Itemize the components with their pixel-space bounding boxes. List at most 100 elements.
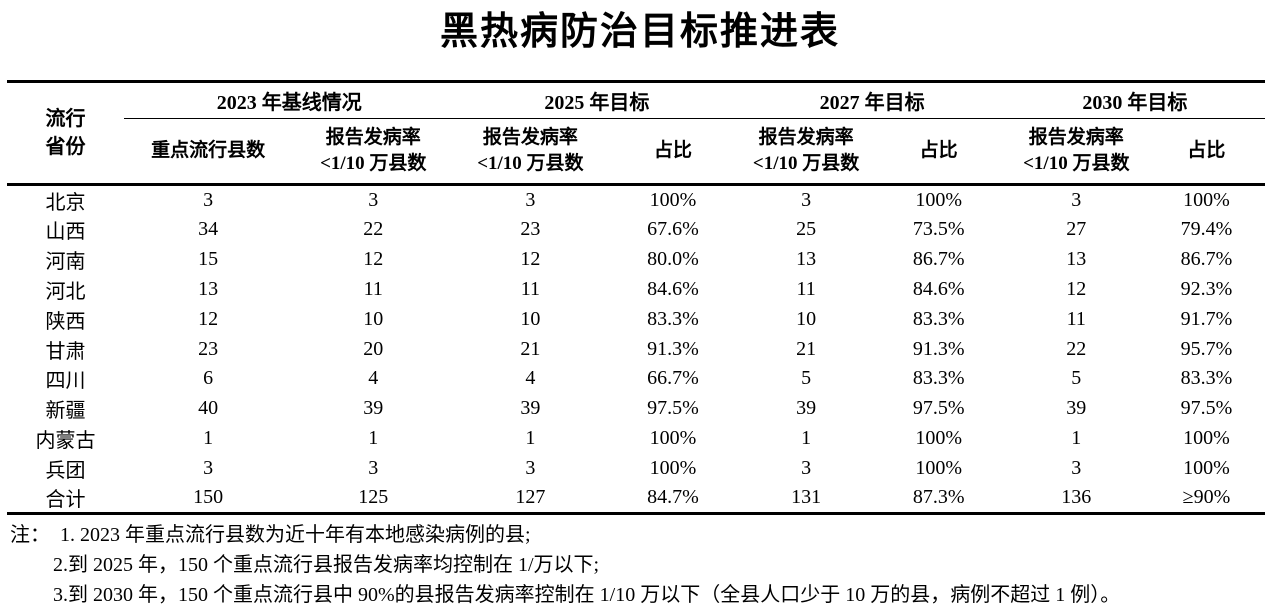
value-cell: 39: [796, 397, 817, 420]
value-cell: 3: [203, 456, 214, 479]
subheader-line1: 报告发病率: [325, 127, 421, 148]
value-cell: 84.6%: [912, 277, 965, 300]
value-cell: 4: [368, 367, 379, 390]
value-cell: 100%: [1183, 426, 1230, 449]
subheader-line2: <1/10 万县数: [477, 153, 584, 174]
value-cell: 11: [363, 277, 383, 300]
subheader-incidence-2030: 报告发病率 <1/10 万县数: [1004, 118, 1148, 186]
value-cell: 91.3%: [912, 337, 965, 360]
notes-label: 注：: [10, 524, 50, 547]
note-line-2: 2.到 2025 年，150 个重点流行县报告发病率均控制在 1/万以下;: [53, 554, 600, 577]
value-cell: 84.6%: [647, 277, 699, 300]
table-row: 兵团 3 3 3 100% 3 100% 3 100%: [7, 453, 1265, 483]
value-cell: 21: [796, 337, 817, 360]
value-cell: 3: [368, 456, 379, 479]
value-cell: 25: [796, 218, 817, 241]
value-cell: 83.3%: [912, 367, 965, 390]
value-cell: 5: [1071, 367, 1082, 390]
value-cell: 80.0%: [647, 248, 699, 271]
subheader-proportion-2025: 占比: [606, 118, 740, 186]
province-cell: 河北: [45, 280, 86, 303]
province-cell: 北京: [45, 192, 86, 214]
value-cell: 21: [520, 337, 541, 360]
subheader-line2: <1/10 万县数: [752, 153, 860, 174]
value-cell: 12: [520, 248, 541, 271]
value-cell: 3: [368, 189, 379, 211]
value-cell: 86.7%: [1180, 248, 1233, 271]
province-cell: 合计: [7, 483, 125, 516]
value-cell: 22: [363, 218, 384, 241]
value-cell: 39: [363, 397, 384, 420]
value-cell: 13: [1066, 248, 1087, 271]
table-body: 北京 3 3 3 100% 3 100% 3 100% 山西 34 22 23 67.6% 25 73.5% 2…: [7, 185, 1265, 516]
value-cell: 150: [124, 483, 293, 516]
value-cell: 66.7%: [647, 367, 699, 390]
table-row: 甘肃 23 20 21 91.3% 21 91.3% 22 95.7%: [7, 334, 1265, 364]
value-cell: 87.3%: [872, 483, 1005, 516]
value-cell: 100%: [915, 189, 962, 211]
value-cell: 100%: [649, 189, 697, 211]
value-cell: 3: [1071, 456, 1082, 479]
subheader-incidence-2023: 报告发病率 <1/10 万县数: [292, 118, 455, 186]
value-cell: 3: [801, 189, 812, 211]
note-text-1: 1. 2023 年重点流行县数为近十年有本地感染病例的县;: [60, 524, 531, 547]
subheader-line2: <1/10 万县数: [1023, 153, 1130, 174]
table-row: 北京 3 3 3 100% 3 100% 3 100%: [7, 185, 1265, 216]
table-row: 河南 15 12 12 80.0% 13 86.7% 13 86.7%: [7, 245, 1265, 275]
table-row: 陕西 12 10 10 83.3% 10 83.3% 11 91.7%: [7, 304, 1265, 334]
value-cell: 100%: [649, 456, 697, 479]
subheader-incidence-2027: 报告发病率 <1/10 万县数: [739, 118, 873, 186]
value-cell: 97.5%: [1180, 397, 1233, 420]
corner-header-province: 流行 省份: [7, 81, 125, 186]
province-cell: 甘肃: [45, 340, 86, 363]
value-cell: 91.3%: [647, 337, 699, 360]
value-cell: 3: [1071, 189, 1082, 211]
corner-header-line1: 流行: [45, 108, 86, 130]
value-cell: 83.3%: [912, 307, 965, 330]
value-cell: 11: [796, 277, 816, 300]
value-cell: 3: [525, 189, 536, 211]
value-cell: 11: [1066, 307, 1086, 330]
value-cell: ≥90%: [1147, 483, 1265, 516]
table-row: 合计 150 125 127 84.7% 131 87.3% 136 ≥90%: [7, 483, 1265, 516]
note-line-3: 3.到 2030 年，150 个重点流行县中 90%的县报告发病率控制在 1/1…: [53, 584, 1121, 607]
note-line-1: 注： 1. 2023 年重点流行县数为近十年有本地感染病例的县;: [10, 520, 1280, 550]
value-cell: 10: [796, 307, 817, 330]
value-cell: 39: [1066, 397, 1087, 420]
value-cell: 3: [525, 456, 536, 479]
province-cell: 兵团: [45, 459, 86, 482]
value-cell: 84.7%: [606, 483, 740, 516]
group-header-2030-target: 2030 年目标: [1004, 81, 1265, 119]
subheader-incidence-2025: 报告发病率 <1/10 万县数: [454, 118, 607, 186]
value-cell: 1: [1071, 426, 1082, 449]
province-cell: 四川: [45, 370, 86, 393]
table-row: 内蒙古 1 1 1 100% 1 100% 1 100%: [7, 424, 1265, 454]
province-cell: 内蒙古: [35, 429, 96, 452]
value-cell: 23: [198, 337, 219, 360]
value-cell: 79.4%: [1180, 218, 1233, 241]
value-cell: 1: [525, 426, 536, 449]
value-cell: 12: [198, 307, 219, 330]
table-row: 四川 6 4 4 66.7% 5 83.3% 5 83.3%: [7, 364, 1265, 394]
table-row: 河北 13 11 11 84.6% 11 84.6% 12 92.3%: [7, 275, 1265, 305]
value-cell: 4: [525, 367, 536, 390]
value-cell: 40: [198, 397, 219, 420]
province-cell: 山西: [45, 221, 86, 244]
value-cell: 1: [801, 426, 812, 449]
value-cell: 131: [739, 483, 873, 516]
table-row: 新疆 40 39 39 97.5% 39 97.5% 39 97.5%: [7, 394, 1265, 424]
subheader-line1: 报告发病率: [758, 127, 854, 148]
subheader-proportion-2030: 占比: [1147, 118, 1265, 186]
value-cell: 15: [198, 248, 219, 271]
value-cell: 5: [801, 367, 812, 390]
page-title: 黑热病防治目标推进表: [439, 11, 840, 53]
notes: 注： 1. 2023 年重点流行县数为近十年有本地感染病例的县; 2.到 2025…: [10, 520, 1280, 610]
value-cell: 97.5%: [647, 397, 699, 420]
value-cell: 127: [454, 483, 607, 516]
value-cell: 3: [203, 189, 214, 211]
value-cell: 10: [363, 307, 384, 330]
value-cell: 73.5%: [912, 218, 965, 241]
province-cell: 河南: [45, 251, 86, 274]
province-cell: 陕西: [45, 310, 86, 333]
